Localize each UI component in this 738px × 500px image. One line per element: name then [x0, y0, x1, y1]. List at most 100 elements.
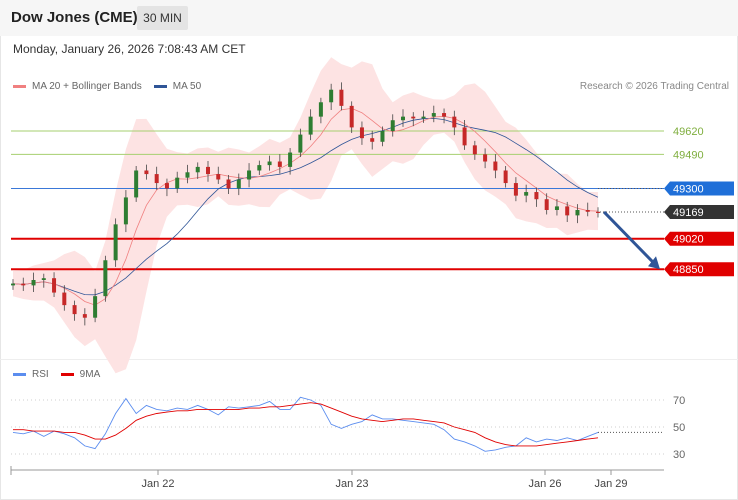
candle-body — [359, 127, 364, 139]
candle-body — [206, 166, 210, 175]
candle-body — [596, 211, 600, 213]
level-label-49300: 49300 — [673, 183, 704, 195]
ma50-line — [12, 117, 599, 296]
candle-body — [565, 206, 570, 216]
candle — [113, 218, 118, 267]
x-tick-label: Jan 22 — [141, 478, 174, 490]
candle — [277, 154, 282, 174]
candle — [308, 109, 313, 141]
candle — [390, 114, 395, 137]
candle — [288, 148, 293, 175]
candle-body — [503, 170, 508, 184]
candle — [72, 300, 77, 321]
candle — [195, 162, 200, 179]
rsi-tick-30: 30 — [673, 449, 685, 461]
forecast-arrow-line — [602, 210, 657, 266]
legend-item-ma20: MA 20 + Bollinger Bands — [13, 81, 142, 92]
candle-body — [144, 170, 149, 175]
candle — [472, 140, 477, 160]
candle-body — [21, 283, 26, 286]
candle — [93, 288, 98, 323]
candle — [216, 166, 221, 184]
ma20-line — [12, 107, 599, 306]
legend-item-9ma: 9MA — [60, 369, 100, 380]
level-label-49020: 49020 — [673, 234, 704, 246]
candle — [206, 160, 210, 182]
candle-body — [62, 292, 67, 306]
candle — [359, 121, 364, 145]
candle-body — [421, 116, 426, 119]
rsi-tick-70: 70 — [673, 395, 685, 407]
candle — [493, 154, 498, 179]
candle — [318, 97, 323, 124]
candle-body — [216, 174, 221, 180]
candle — [298, 128, 303, 158]
candle — [544, 193, 549, 215]
legend-label: MA 50 — [172, 81, 202, 92]
rsi-tick-50: 50 — [673, 422, 685, 434]
candle — [185, 164, 190, 184]
legend-swatch — [153, 85, 167, 88]
candle — [329, 83, 334, 110]
candle — [236, 173, 241, 196]
candle-body — [267, 161, 272, 166]
candle — [267, 155, 272, 171]
candle-body — [41, 278, 46, 280]
candle — [21, 277, 26, 291]
candle-body — [123, 197, 128, 225]
candle-body — [493, 161, 498, 171]
candle — [247, 163, 252, 188]
candle — [534, 187, 539, 207]
candle-body — [257, 165, 262, 171]
level-tag-48850 — [664, 262, 734, 277]
candle-body — [103, 260, 108, 297]
candle-body — [442, 113, 447, 117]
candle — [257, 160, 262, 175]
candle — [513, 177, 518, 202]
candle-body — [411, 116, 416, 119]
candle — [596, 207, 600, 218]
candle — [421, 110, 426, 123]
level-tag-49020 — [664, 231, 734, 246]
candle — [349, 101, 354, 133]
candle — [565, 201, 570, 223]
panel-separator — [0, 359, 738, 360]
timeframe-badge[interactable]: 30 MIN — [137, 6, 188, 30]
candle-body — [82, 314, 87, 318]
candle — [411, 112, 416, 127]
candle — [431, 105, 436, 123]
legend-swatch — [60, 373, 74, 376]
candle-body — [164, 183, 169, 189]
level-label-49490: 49490 — [673, 149, 704, 161]
bollinger-band — [13, 57, 598, 374]
candle — [370, 130, 375, 150]
candle-body — [452, 116, 457, 128]
main-legend: MA 20 + Bollinger Bands MA 50 — [13, 81, 213, 92]
candle-body — [175, 177, 180, 189]
candle — [154, 166, 159, 190]
candle-body — [247, 170, 252, 180]
candle — [82, 308, 87, 326]
candle — [575, 204, 580, 224]
x-tick-label: Jan 23 — [335, 478, 368, 490]
candle — [452, 110, 457, 136]
candle — [483, 148, 488, 169]
candle-body — [154, 174, 159, 184]
research-credit: Research © 2026 Trading Central — [579, 81, 729, 92]
candle-body — [236, 179, 241, 189]
current-price-label: 49169 — [673, 207, 704, 219]
candle-body — [288, 152, 293, 167]
x-tick-label: Jan 29 — [594, 478, 627, 490]
candle — [339, 82, 344, 111]
current-price-tag — [664, 204, 734, 219]
candle — [503, 166, 508, 188]
candle — [554, 199, 559, 216]
candle-body — [462, 127, 467, 146]
candle — [52, 272, 57, 298]
rsi-series-9ma — [13, 402, 599, 447]
candle-body — [390, 120, 395, 131]
candle-body — [11, 283, 15, 286]
x-tick-label: Jan 26 — [528, 478, 561, 490]
candle-body — [524, 192, 529, 196]
